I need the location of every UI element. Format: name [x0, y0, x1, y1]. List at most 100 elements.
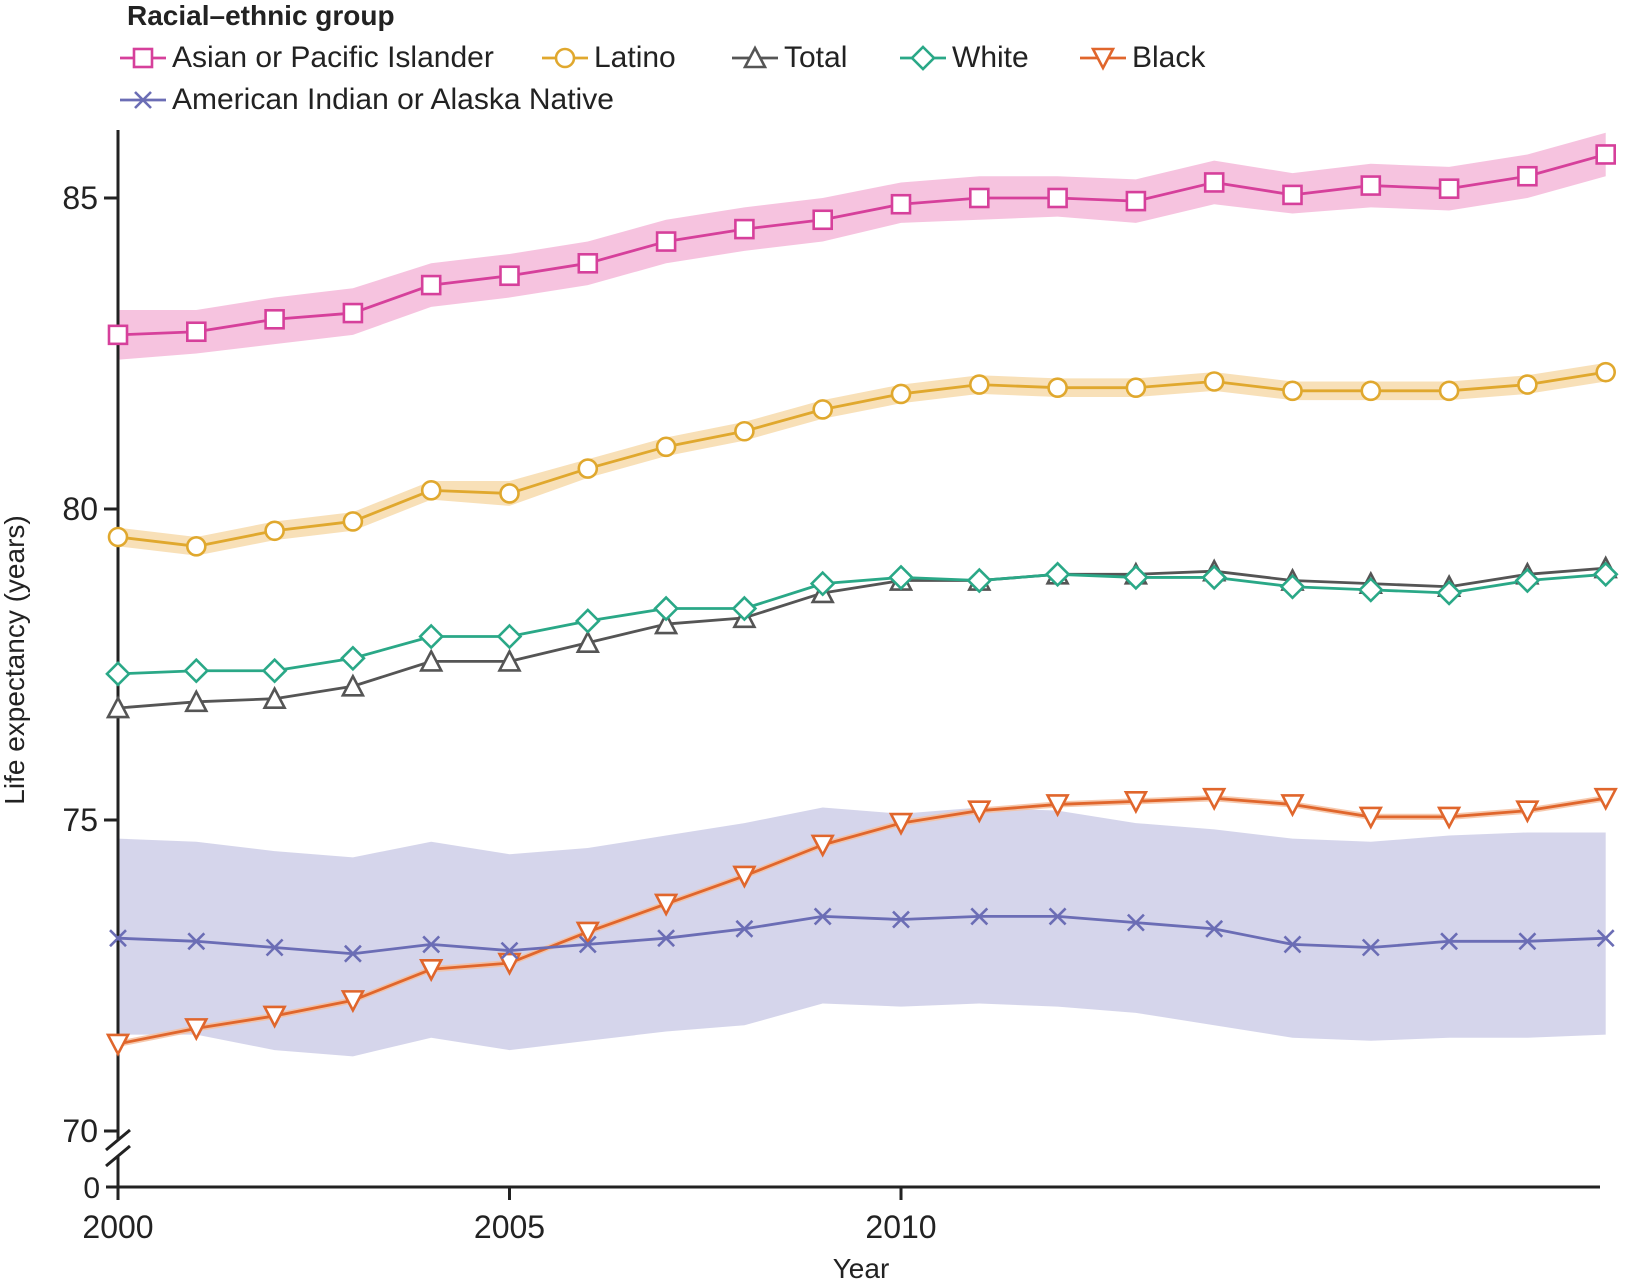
legend-item-latino: Latino [540, 38, 676, 78]
point-latino-2003 [342, 511, 364, 532]
point-total-2000 [105, 695, 131, 719]
line-american-indian-or-alaska-native [117, 915, 1606, 956]
point-american-indian-or-alaska-native-2009 [813, 907, 832, 926]
legend-item-white: White [898, 38, 1029, 78]
point-asian-or-pacific-islander-2000 [107, 324, 129, 346]
y-break-tick-label: 0 [83, 1172, 100, 1205]
legend-label: White [952, 41, 1029, 74]
point-black-2002 [262, 1005, 287, 1029]
x-ticks: 2000 2005 2010 [82, 1187, 937, 1245]
point-asian-or-pacific-islander-2012 [1047, 187, 1068, 209]
legend-swatch-marker [134, 91, 152, 109]
legend-item-black: Black [1078, 38, 1205, 78]
point-white-2004 [418, 623, 445, 650]
point-white-2001 [183, 657, 210, 684]
point-total-2007 [653, 611, 679, 635]
point-white-2019 [1592, 561, 1619, 588]
point-american-indian-or-alaska-native-2013 [1126, 913, 1145, 932]
y-ticks: 70 75 80 85 [62, 180, 118, 1149]
point-american-indian-or-alaska-native-2010 [892, 910, 910, 929]
point-latino-2010 [890, 383, 912, 405]
legend-title: Racial–ethnic group [127, 0, 395, 31]
point-latino-2019 [1595, 361, 1616, 383]
point-american-indian-or-alaska-native-2019 [1596, 929, 1615, 948]
point-black-2017 [1436, 806, 1462, 830]
point-total-2002 [262, 685, 287, 710]
point-white-2018 [1514, 567, 1541, 594]
legend-label: Black [1132, 41, 1206, 74]
point-asian-or-pacific-islander-2002 [264, 308, 285, 330]
point-white-2013 [1123, 564, 1149, 591]
point-american-indian-or-alaska-native-2004 [422, 935, 441, 954]
point-black-2004 [419, 958, 444, 983]
point-latino-2011 [968, 374, 990, 395]
point-asian-or-pacific-islander-2004 [420, 274, 442, 296]
point-latino-2001 [186, 536, 207, 557]
legend-swatch-marker [910, 45, 936, 71]
point-white-2010 [888, 564, 914, 591]
point-asian-or-pacific-islander-2006 [577, 253, 599, 274]
legend-swatch-marker [554, 47, 576, 69]
point-white-2006 [574, 608, 601, 634]
point-black-2005 [497, 952, 522, 976]
point-black-2008 [732, 865, 757, 889]
point-latino-2012 [1047, 377, 1068, 399]
point-latino-2015 [1282, 380, 1303, 402]
point-asian-or-pacific-islander-2017 [1438, 178, 1460, 199]
x-tick-label-2000: 2000 [82, 1209, 153, 1245]
point-white-2007 [653, 595, 679, 622]
legend-label: Total [784, 41, 848, 74]
point-american-indian-or-alaska-native-2002 [265, 938, 284, 957]
point-american-indian-or-alaska-native-2005 [500, 941, 519, 960]
x-axis-label: Year [833, 1253, 890, 1280]
legend-swatch-black [1080, 47, 1126, 71]
point-white-2011 [966, 567, 993, 594]
legend-swatch-marker [1090, 47, 1116, 71]
line-white [117, 572, 1606, 676]
y-tick-label-70: 70 [62, 1113, 98, 1149]
point-latino-2008 [734, 420, 755, 442]
point-white-2005 [496, 623, 523, 650]
point-latino-2005 [499, 483, 520, 504]
legend-item-american-indian-or-alaska-native: American Indian or Alaska Native [118, 80, 614, 120]
point-asian-or-pacific-islander-2005 [499, 265, 520, 287]
point-white-2009 [809, 570, 836, 597]
point-american-indian-or-alaska-native-2006 [578, 935, 597, 954]
point-white-2015 [1279, 573, 1306, 600]
point-white-2003 [340, 645, 366, 672]
point-black-2014 [1202, 787, 1227, 812]
point-white-2016 [1357, 577, 1384, 603]
point-asian-or-pacific-islander-2003 [342, 302, 364, 324]
point-asian-or-pacific-islander-2010 [890, 193, 912, 215]
y-tick-label-75: 75 [62, 802, 98, 838]
series-lines [117, 153, 1607, 1046]
legend-item-total: Total [730, 38, 847, 78]
line-asian-or-pacific-islander [117, 153, 1607, 337]
legend-swatch-latino [542, 47, 588, 69]
point-latino-2013 [1125, 377, 1147, 399]
point-black-2007 [653, 893, 679, 917]
point-black-2011 [967, 800, 992, 824]
point-asian-or-pacific-islander-2014 [1203, 172, 1225, 193]
point-american-indian-or-alaska-native-2011 [970, 907, 989, 926]
point-american-indian-or-alaska-native-2000 [109, 929, 127, 948]
point-white-2000 [105, 660, 131, 687]
point-black-2010 [888, 812, 914, 836]
y-axis-label: Life expectancy (years) [0, 515, 30, 804]
legend-label: American Indian or Alaska Native [172, 83, 614, 116]
y-axis-break-mark-2 [105, 1144, 131, 1168]
legend-swatch-american-indian-or-alaska-native [120, 91, 166, 109]
point-american-indian-or-alaska-native-2012 [1048, 907, 1067, 926]
point-total-2004 [419, 648, 444, 672]
point-asian-or-pacific-islander-2009 [812, 209, 834, 231]
point-american-indian-or-alaska-native-2001 [187, 932, 206, 951]
legend-swatch-white [900, 45, 946, 71]
point-total-2003 [340, 673, 366, 697]
point-asian-or-pacific-islander-2019 [1595, 144, 1616, 165]
point-white-2017 [1436, 580, 1462, 606]
point-black-2000 [105, 1033, 131, 1057]
point-white-2012 [1044, 561, 1071, 588]
point-latino-2000 [107, 526, 129, 548]
point-black-2019 [1593, 787, 1618, 812]
